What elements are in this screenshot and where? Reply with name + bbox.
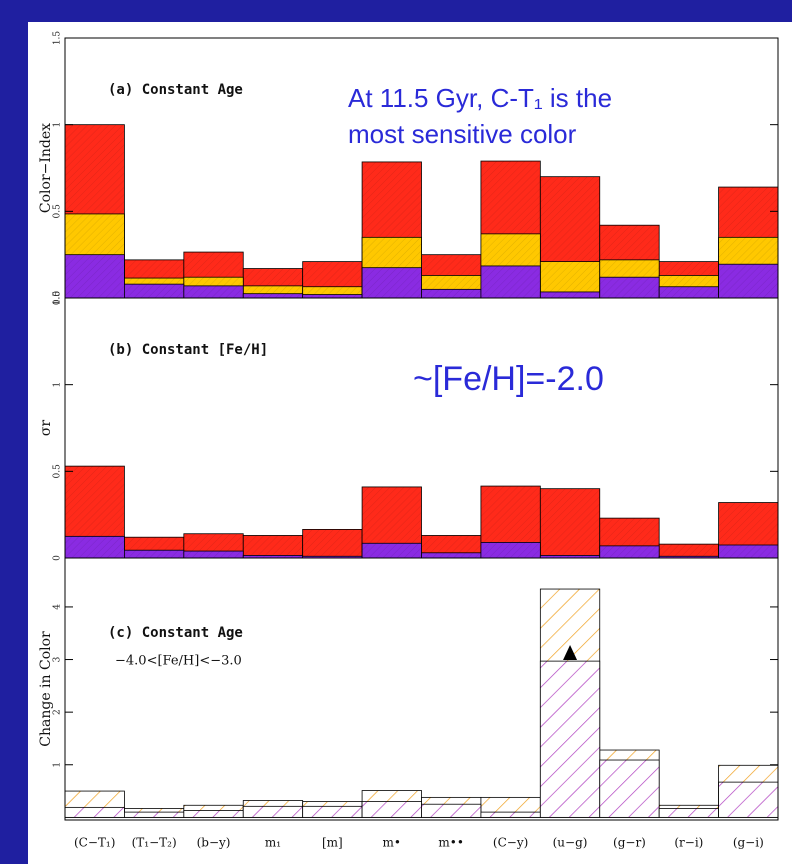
y-axis-label: σr: [38, 420, 54, 437]
x-tick-label: (C−T₁): [74, 836, 115, 850]
bar: [421, 803, 482, 818]
y-tick-label: 0: [53, 555, 63, 561]
panel-frame: [64, 557, 779, 821]
bar: [480, 542, 541, 559]
bar: [183, 810, 244, 818]
y-tick-label: 0.5: [53, 464, 63, 479]
y-tick-label: 2: [53, 709, 63, 715]
bar: [599, 276, 660, 299]
y-tick-label: 1: [53, 382, 63, 388]
bar: [361, 267, 422, 299]
annotation: ~[Fe/H]=-2.0: [413, 360, 604, 398]
y-axis-label: Color−Index: [38, 123, 54, 213]
annotation: At 11.5 Gyr, C-T₁ is the: [348, 83, 612, 113]
x-tick-label: [m]: [322, 836, 343, 850]
bar: [242, 293, 304, 299]
bar: [302, 294, 363, 299]
bar: [361, 801, 422, 818]
bar: [718, 263, 779, 299]
bar: [658, 286, 719, 299]
bar: [599, 545, 660, 559]
bar: [658, 808, 719, 818]
bar: [718, 781, 779, 818]
y-tick-label: 0.0: [53, 291, 63, 306]
bar: [539, 488, 601, 559]
bar: [302, 529, 363, 559]
x-tick-label: (C−y): [493, 836, 528, 850]
bar: [539, 291, 601, 299]
x-tick-label: (T₁−T₂): [132, 836, 177, 850]
bar: [302, 805, 363, 818]
bar: [124, 549, 185, 559]
y-tick-label: 4: [53, 604, 63, 610]
bar: [183, 285, 244, 299]
x-tick-label: m₁: [265, 836, 281, 850]
bar: [718, 544, 779, 559]
annotation: most sensitive color: [348, 119, 577, 149]
y-tick-label: 0.5: [53, 204, 63, 219]
bar: [64, 806, 125, 818]
bar: [124, 811, 185, 818]
y-tick-label: 1: [53, 122, 63, 128]
x-tick-label: m•: [383, 836, 401, 850]
bar: [421, 552, 482, 559]
x-tick-label: (b−y): [197, 836, 231, 850]
y-tick-label: 1: [53, 762, 63, 768]
bar: [361, 542, 422, 559]
panel-title: (b) Constant [Fe/H]: [108, 342, 268, 358]
y-axis-label: Change in Color: [38, 631, 54, 747]
bar: [480, 265, 541, 299]
bar: [599, 759, 660, 818]
x-tick-label: (g−i): [733, 836, 764, 850]
panel-title: (a) Constant Age: [108, 82, 243, 98]
bar: [480, 811, 541, 818]
y-tick-label: 1.5: [53, 291, 63, 306]
bar: [124, 283, 185, 299]
bar: [242, 535, 304, 559]
bar: [539, 660, 601, 818]
bar: [64, 535, 125, 559]
bar: [242, 805, 304, 818]
bar: [183, 550, 244, 559]
y-tick-label: 1.5: [53, 31, 63, 46]
panel-title: (c) Constant Age: [108, 625, 243, 641]
x-tick-label: (r−i): [674, 836, 703, 850]
y-tick-label: 3: [53, 656, 63, 662]
bar: [421, 288, 482, 299]
panel-subtitle: −4.0<[Fe/H]<−3.0: [115, 654, 242, 669]
x-tick-label: (g−r): [613, 836, 646, 850]
marker-triangle: [563, 645, 578, 660]
x-tick-label: (u−g): [553, 836, 588, 850]
x-tick-label: m••: [438, 836, 464, 850]
bar: [64, 254, 125, 299]
